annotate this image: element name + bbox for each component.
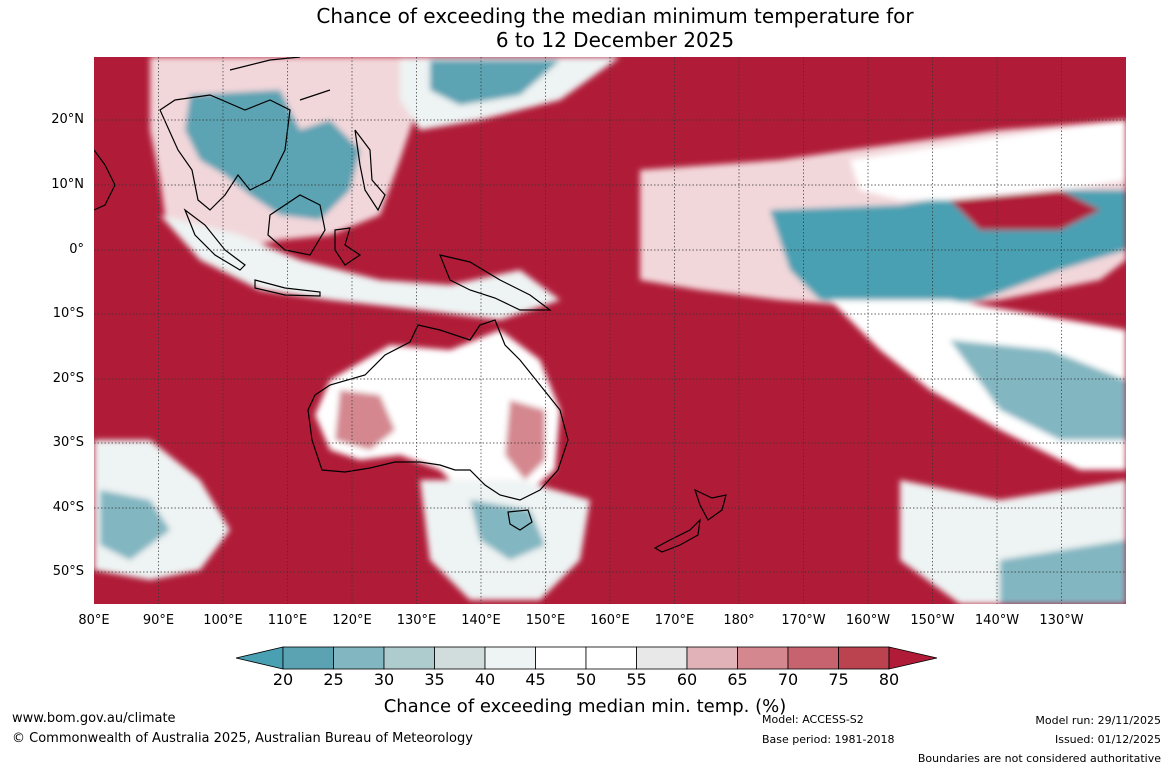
- colorbar-cell: [434, 646, 486, 670]
- colorbar-cell: [535, 646, 587, 670]
- lat-label-0: 0°: [69, 242, 84, 257]
- colorbar-cell: [585, 646, 637, 670]
- lon-label-170w: 170°W: [781, 613, 826, 628]
- colorbar-cell: [383, 646, 435, 670]
- footer-url: www.bom.gov.au/climate: [12, 711, 176, 726]
- lat-label-10n: 10°N: [51, 177, 84, 192]
- field-region-indochina-cool: [185, 90, 360, 220]
- field-region-hawaii-band: [850, 120, 1126, 200]
- coastline-java: [254, 279, 321, 297]
- colorbar-tick-25: 25: [323, 670, 344, 689]
- colorbar: [235, 646, 938, 670]
- footer-model-run: Model run: 29/11/2025: [1035, 714, 1161, 727]
- field-region-australia-warm-east: [505, 400, 545, 480]
- field-region-australia: [315, 330, 560, 500]
- footer-model: Model: ACCESS-S2: [762, 713, 864, 726]
- colorbar-cell: [636, 646, 688, 670]
- colorbar-tick-75: 75: [828, 670, 849, 689]
- lon-label-180: 180°: [723, 613, 755, 628]
- coastline-borneo: [267, 194, 326, 256]
- lon-label-100e: 100°E: [203, 613, 243, 628]
- colorbar-over-arrow: [888, 646, 938, 670]
- colorbar-cell: [686, 646, 738, 670]
- colorbar-tick-35: 35: [424, 670, 445, 689]
- colorbar-tick-45: 45: [525, 670, 546, 689]
- title-line-1: Chance of exceeding the median minimum t…: [316, 4, 914, 28]
- lon-label-150w: 150°W: [910, 613, 955, 628]
- lat-label-30s: 30°S: [52, 435, 84, 450]
- lon-label-110e: 110°E: [267, 613, 308, 628]
- coastline-nz-north: [693, 488, 727, 521]
- lat-label-20n: 20°N: [51, 112, 84, 127]
- colorbar-cell: [838, 646, 890, 670]
- colorbar-tick-60: 60: [676, 670, 698, 689]
- coastline-philippines: [354, 129, 386, 212]
- lon-label-130w: 130°W: [1039, 613, 1084, 628]
- colorbar-cell: [787, 646, 839, 670]
- colorbar-tick-50: 50: [575, 670, 597, 689]
- colorbar-tick-20: 20: [272, 670, 294, 689]
- colorbar-tick-65: 65: [727, 670, 748, 689]
- coastline-sulawesi: [334, 227, 362, 266]
- colorbar-under-arrow: [235, 646, 284, 670]
- colorbar-tick-40: 40: [474, 670, 496, 689]
- field-region-south-aus-cool: [470, 500, 545, 560]
- colorbar-cell: [282, 646, 334, 670]
- graticule: [94, 57, 1126, 604]
- lon-label-130e: 130°E: [396, 613, 437, 628]
- footer-boundaries: Boundaries are not considered authoritat…: [917, 752, 1161, 765]
- footer-copyright: © Commonwealth of Australia 2025, Austra…: [12, 731, 473, 746]
- lon-label-140w: 140°W: [974, 613, 1020, 628]
- map-title: Chance of exceeding the median minimum t…: [0, 4, 1173, 52]
- footer-issued: Issued: 01/12/2025: [1054, 733, 1161, 746]
- field-region-hawaii-warm: [950, 190, 1100, 230]
- coastline-china: [229, 57, 331, 101]
- lat-label-40s: 40°S: [52, 500, 84, 515]
- colorbar-cell: [737, 646, 789, 670]
- lon-label-120e: 120°E: [332, 613, 372, 628]
- field-region-far-southeast-cool: [1000, 540, 1126, 604]
- colorbar-tick-55: 55: [626, 670, 647, 689]
- lat-label-10s: 10°S: [52, 306, 84, 321]
- field-region-maritime: [160, 215, 560, 320]
- coastline-nz-south: [653, 518, 701, 553]
- field-region-southwest-cool: [100, 490, 170, 560]
- lon-label-80e: 80°E: [78, 613, 110, 628]
- footer-base-period: Base period: 1981-2018: [762, 733, 895, 746]
- coastline-new-guinea: [439, 254, 552, 311]
- field-region-north-band-cool: [430, 60, 560, 105]
- coastline-australia: [307, 319, 569, 501]
- lat-label-50s: 50°S: [52, 564, 84, 579]
- lon-label-90e: 90°E: [142, 613, 175, 628]
- colorbar-cell: [484, 646, 536, 670]
- coastline-tasmania: [507, 509, 533, 531]
- lon-label-140e: 140°E: [461, 613, 501, 628]
- lon-label-160w: 160°W: [845, 613, 891, 628]
- coastline-sumatra: [183, 208, 246, 271]
- lon-label-160e: 160°E: [590, 613, 630, 628]
- lat-label-20s: 20°S: [52, 371, 84, 386]
- lon-label-170e: 170°E: [654, 613, 695, 628]
- colorbar-tick-30: 30: [373, 670, 395, 689]
- colorbar-label: Chance of exceeding median min. temp. (%…: [383, 696, 787, 717]
- title-line-2: 6 to 12 December 2025: [495, 28, 735, 52]
- lon-label-150e: 150°E: [525, 613, 566, 628]
- colorbar-cell: [333, 646, 385, 670]
- field-region-australia-warm: [335, 390, 395, 450]
- colorbar-tick-70: 70: [777, 670, 799, 689]
- field-region-se-pacific-cool: [950, 340, 1126, 440]
- colorbar-tick-80: 80: [878, 670, 900, 689]
